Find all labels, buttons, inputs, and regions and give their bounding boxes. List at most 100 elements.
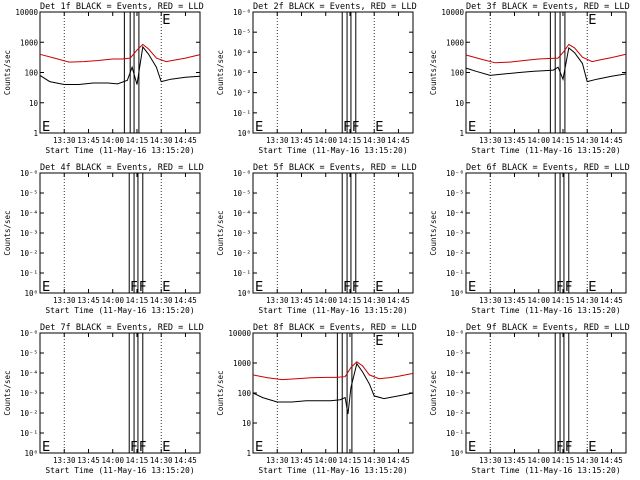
x-axis-label: Start Time (11-May-16 13:15:20) xyxy=(258,146,407,155)
y-axis-label: Counts/sec xyxy=(3,370,12,415)
x-tick-label: 13:30 xyxy=(266,136,289,145)
x-tick-label: 13:45 xyxy=(290,456,313,465)
x-tick-label: 14:15 xyxy=(126,456,149,465)
marker-label-f: F xyxy=(130,280,137,295)
x-tick-label: 13:30 xyxy=(266,296,289,305)
x-tick-label: 13:45 xyxy=(503,296,526,305)
y-tick-label: 10⁻⁶ xyxy=(446,329,464,338)
x-tick-label: 13:45 xyxy=(77,136,100,145)
marker-label-f: F xyxy=(565,280,572,295)
x-tick-label: 14:45 xyxy=(174,296,197,305)
marker-label-e: E xyxy=(468,120,476,135)
events-series-line xyxy=(465,46,627,83)
x-tick-label: 14:15 xyxy=(552,136,575,145)
y-tick-label: 100 xyxy=(237,389,251,398)
chart-panel-3: Det 3f BLACK = Events, RED = LLD 1 10 100 10… xyxy=(429,2,630,155)
y-tick-label: 10⁻⁵ xyxy=(446,349,464,358)
chart-panel-7: Det 7f BLACK = Events, RED = LLD 10⁰ 10⁻¹ 1… xyxy=(3,323,204,475)
y-tick-label: 10⁻⁴ xyxy=(446,369,464,378)
y-tick-label: 1000 xyxy=(446,38,465,47)
y-tick-label: 10⁻⁶ xyxy=(233,169,251,178)
x-axis-label: Start Time (11-May-16 13:15:20) xyxy=(258,466,407,475)
x-tick-label: 13:45 xyxy=(77,456,100,465)
y-tick-label: 10⁻¹ xyxy=(233,109,251,118)
y-axis-label: Counts/sec xyxy=(216,210,225,255)
y-tick-label: 10⁻³ xyxy=(20,229,38,238)
y-tick-label: 10⁻² xyxy=(446,249,464,258)
marker-label-e: E xyxy=(255,120,263,135)
x-axis-label: Start Time (11-May-16 13:15:20) xyxy=(471,466,620,475)
x-tick-label: 14:45 xyxy=(600,296,623,305)
x-tick-label: 14:00 xyxy=(101,296,124,305)
y-tick-label: 10 xyxy=(29,99,39,108)
x-tick-label: 14:45 xyxy=(387,296,410,305)
x-tick-label: 14:00 xyxy=(314,136,337,145)
lld-series-line xyxy=(465,43,627,64)
marker-label-e: E xyxy=(468,280,476,295)
y-tick-label: 10⁻⁴ xyxy=(20,209,38,218)
y-tick-label: 10⁻² xyxy=(446,409,464,418)
y-tick-label: 10⁻⁵ xyxy=(20,349,38,358)
x-tick-label: 14:15 xyxy=(126,136,149,145)
x-axis-label: Start Time (11-May-16 13:15:20) xyxy=(45,306,194,315)
x-axis-label: Start Time (11-May-16 13:15:20) xyxy=(45,466,194,475)
x-tick-label: 13:45 xyxy=(290,136,313,145)
x-tick-label: 14:15 xyxy=(552,296,575,305)
x-tick-label: 13:45 xyxy=(77,296,100,305)
y-axis-label: Counts/sec xyxy=(3,210,12,255)
y-tick-label: 10⁻⁴ xyxy=(233,48,251,57)
y-tick-label: 10⁻⁶ xyxy=(20,329,38,338)
marker-label-e: E xyxy=(42,120,50,135)
y-tick-label: 1 xyxy=(33,129,38,138)
marker-label-f: F xyxy=(343,120,350,135)
x-tick-label: 14:45 xyxy=(387,136,410,145)
y-tick-label: 10⁻⁶ xyxy=(446,169,464,178)
x-tick-label: 14:30 xyxy=(576,456,599,465)
x-tick-label: 14:45 xyxy=(387,456,410,465)
x-tick-label: 14:15 xyxy=(339,296,362,305)
chart-panel-2: Det 2f BLACK = Events, RED = LLD 10⁰ 10⁻¹ 1… xyxy=(216,2,417,155)
y-tick-label: 10⁰ xyxy=(237,289,251,298)
chart-title: Det 8f BLACK = Events, RED = LLD xyxy=(253,323,417,333)
marker-label-e: E xyxy=(588,280,596,295)
x-tick-label: 14:15 xyxy=(126,296,149,305)
marker-label-e: E xyxy=(255,280,263,295)
marker-label-e: E xyxy=(42,440,50,455)
marker-label-f: F xyxy=(352,280,359,295)
marker-label-e: E xyxy=(375,120,383,135)
chart-panel-1: Det 1f BLACK = Events, RED = LLD 1 10 100 10… xyxy=(3,2,204,155)
chart-panel-5: Det 5f BLACK = Events, RED = LLD 10⁰ 10⁻¹ 1… xyxy=(216,163,417,315)
y-tick-label: 10⁰ xyxy=(24,289,38,298)
y-tick-label: 10⁻¹ xyxy=(233,269,251,278)
chart-panel-4: Det 4f BLACK = Events, RED = LLD 10⁰ 10⁻¹ 1… xyxy=(3,163,204,315)
y-tick-label: 10⁰ xyxy=(450,289,464,298)
x-tick-label: 13:30 xyxy=(479,456,502,465)
x-tick-label: 13:30 xyxy=(53,456,76,465)
chart-title: Det 5f BLACK = Events, RED = LLD xyxy=(253,163,417,173)
y-tick-label: 10⁻³ xyxy=(446,389,464,398)
chart-title: Det 7f BLACK = Events, RED = LLD xyxy=(40,323,204,333)
x-tick-label: 14:30 xyxy=(363,136,386,145)
y-tick-label: 10000 xyxy=(15,8,38,17)
marker-label-f: F xyxy=(343,280,350,295)
y-tick-label: 10⁻² xyxy=(20,409,38,418)
y-tick-label: 10⁻¹ xyxy=(446,269,464,278)
x-tick-label: 14:00 xyxy=(527,296,550,305)
x-tick-label: 14:15 xyxy=(339,456,362,465)
y-tick-label: 10⁰ xyxy=(24,449,38,458)
y-axis-label: Counts/sec xyxy=(429,210,438,255)
y-tick-label: 10⁻¹ xyxy=(20,269,38,278)
y-axis-label: Counts/sec xyxy=(3,50,12,95)
y-tick-label: 10⁻³ xyxy=(233,69,251,78)
x-tick-label: 14:30 xyxy=(150,296,173,305)
y-axis-label: Counts/sec xyxy=(216,50,225,95)
x-tick-label: 14:00 xyxy=(314,456,337,465)
x-tick-label: 14:00 xyxy=(527,136,550,145)
chart-title: Det 9f BLACK = Events, RED = LLD xyxy=(466,323,630,333)
x-tick-label: 14:30 xyxy=(363,296,386,305)
y-tick-label: 10 xyxy=(455,99,465,108)
x-axis-label: Start Time (11-May-16 13:15:20) xyxy=(471,146,620,155)
x-tick-label: 13:30 xyxy=(479,136,502,145)
marker-label-e: E xyxy=(375,280,383,295)
y-tick-label: 10⁻³ xyxy=(20,389,38,398)
